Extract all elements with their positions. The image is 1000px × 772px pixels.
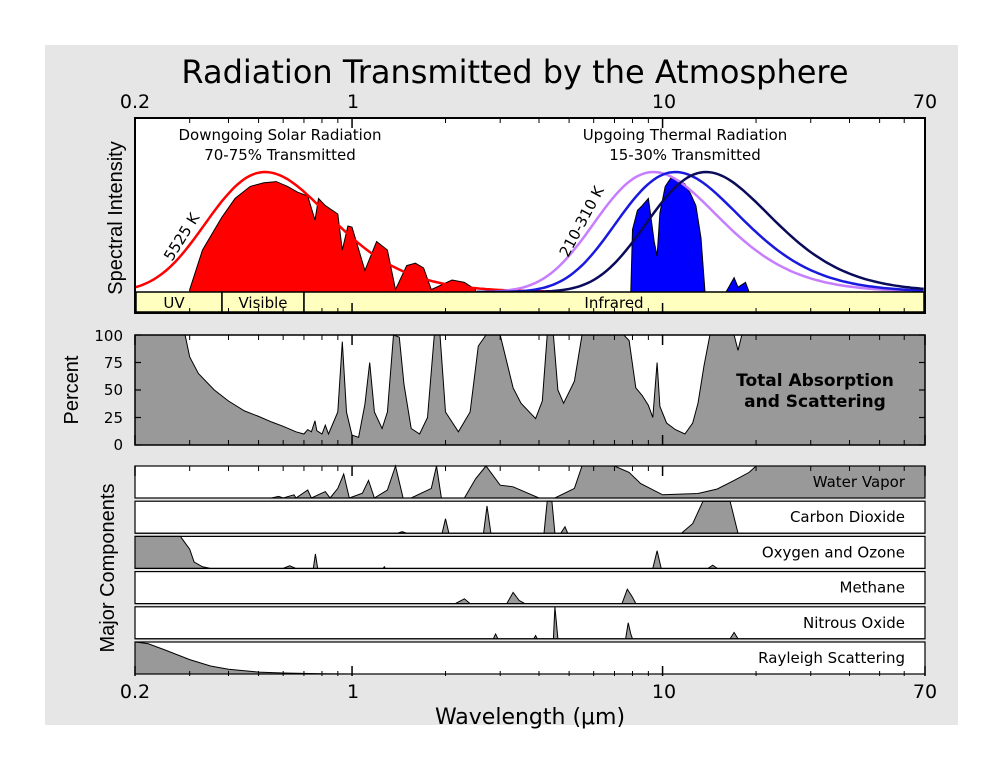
component-row: Water Vapor bbox=[134, 464, 926, 499]
bottom-axis: 0.2 1 10 70 Wavelength (μm) bbox=[120, 681, 937, 730]
bottom-tick-label: 10 bbox=[652, 681, 676, 703]
total-annotation-1: Total Absorption bbox=[736, 371, 894, 391]
bottom-tick-label: 70 bbox=[913, 681, 937, 703]
bottom-tick-label: 0.2 bbox=[120, 681, 150, 703]
spectral-ylabel: Spectral Intensity bbox=[105, 141, 127, 294]
components-ylabel: Major Components bbox=[97, 484, 119, 653]
component-row: Methane bbox=[134, 570, 926, 605]
component-row-frame bbox=[134, 465, 926, 499]
thermal-blackbody-curve bbox=[476, 170, 924, 294]
thermal-transmitted-area bbox=[630, 176, 750, 293]
top-tick-label: 1 bbox=[347, 91, 359, 113]
component-area bbox=[135, 588, 925, 605]
component-row-bg bbox=[135, 501, 925, 534]
band-infrared-label: Infrared bbox=[584, 294, 643, 312]
component-area bbox=[135, 464, 926, 499]
component-row-frame bbox=[134, 641, 926, 675]
y-tick-label: 0 bbox=[113, 436, 123, 454]
spectral-frame bbox=[134, 117, 926, 314]
component-row-frame bbox=[134, 535, 926, 570]
component-label: Methane bbox=[840, 579, 906, 597]
bottom-tick-label: 1 bbox=[347, 681, 359, 703]
top-axis: 0.2 1 10 70 bbox=[120, 91, 937, 113]
solar-transmitted-area bbox=[189, 181, 477, 293]
thermal-title-2: 15-30% Transmitted bbox=[609, 146, 761, 164]
y-tick-label: 75 bbox=[104, 354, 123, 372]
component-label: Water Vapor bbox=[813, 473, 906, 491]
components-panel: Water Vapor Carbon Dioxide Oxygen and Ozon… bbox=[97, 464, 926, 675]
component-label: Rayleigh Scattering bbox=[758, 649, 905, 667]
band-strip: UV Visible Infrared bbox=[135, 291, 925, 313]
component-row-frame bbox=[134, 570, 926, 605]
total-panel: Percent 100 75 50 25 0 Total Absorption … bbox=[61, 327, 926, 454]
component-row: Carbon Dioxide bbox=[134, 500, 926, 534]
component-row-frame bbox=[134, 606, 926, 640]
solar-title-2: 70-75% Transmitted bbox=[204, 146, 356, 164]
chart-title: Radiation Transmitted by the Atmosphere bbox=[181, 53, 848, 91]
component-row-bg bbox=[135, 536, 925, 569]
top-tick-label: 70 bbox=[913, 91, 937, 113]
solar-title-1: Downgoing Solar Radiation bbox=[178, 126, 381, 144]
component-row-bg bbox=[135, 571, 925, 604]
spectral-panel: Spectral Intensity Downgoing Solar Radia… bbox=[105, 117, 926, 314]
component-label: Oxygen and Ozone bbox=[762, 543, 905, 561]
x-axis-label: Wavelength (μm) bbox=[435, 705, 625, 730]
component-label: Carbon Dioxide bbox=[790, 508, 905, 526]
component-label: Nitrous Oxide bbox=[803, 614, 905, 632]
top-tick-label: 0.2 bbox=[120, 91, 150, 113]
thermal-blackbody-curve bbox=[476, 170, 924, 294]
component-row-frame bbox=[134, 500, 926, 534]
total-ylabel: Percent bbox=[61, 355, 83, 424]
component-row: Oxygen and Ozone bbox=[134, 535, 926, 570]
y-tick-label: 25 bbox=[104, 409, 123, 427]
band-visible-label: Visible bbox=[239, 294, 288, 312]
component-row-bg bbox=[135, 642, 925, 674]
y-tick-label: 100 bbox=[94, 327, 123, 345]
component-row: Nitrous Oxide bbox=[134, 606, 926, 640]
solar-blackbody-curve bbox=[134, 170, 555, 293]
thermal-title-1: Upgoing Thermal Radiation bbox=[583, 126, 788, 144]
thermal-blackbody-curve bbox=[476, 170, 924, 294]
band-uv-label: UV bbox=[163, 294, 185, 312]
component-row: Rayleigh Scattering bbox=[134, 641, 926, 675]
component-row-bg bbox=[135, 606, 925, 639]
total-annotation-2: and Scattering bbox=[744, 392, 886, 412]
top-tick-label: 10 bbox=[652, 91, 676, 113]
y-tick-label: 50 bbox=[104, 381, 123, 399]
